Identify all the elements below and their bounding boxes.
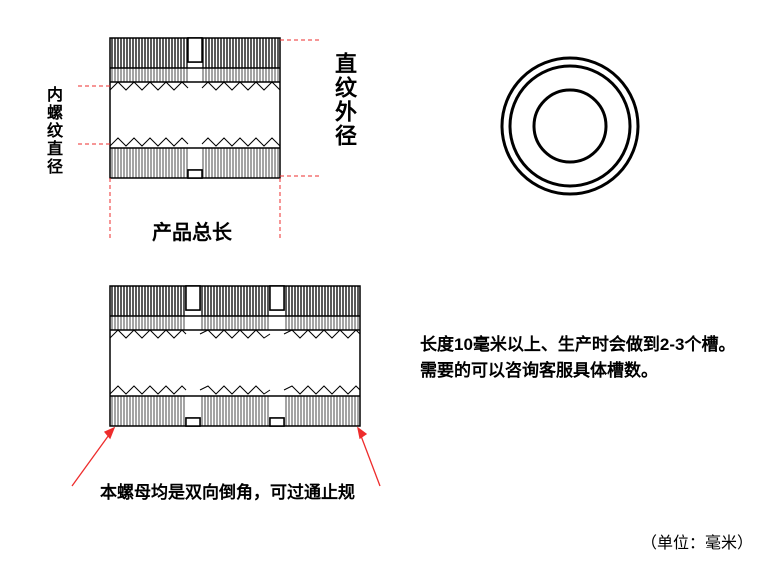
groove-note: 长度10毫米以上、生产时会做到2-3个槽。 需要的可以咨询客服具体槽数。 <box>420 332 735 383</box>
chamfer-note: 本螺母均是双向倒角，可过通止规 <box>100 478 355 503</box>
knurl-outer-diam-label: 直纹外径 <box>328 52 360 148</box>
bottom-nut-drawing <box>70 276 390 496</box>
groove-note-line1: 长度10毫米以上、生产时会做到2-3个槽。 <box>420 332 735 358</box>
diagram-stage: 内螺纹直径 直纹外径 产品总长 <box>0 0 781 571</box>
ring-drawing <box>480 40 660 220</box>
inner-thread-diam-label: 内螺纹直径 <box>40 86 64 176</box>
total-length-label: 产品总长 <box>152 216 232 245</box>
groove-note-line2: 需要的可以咨询客服具体槽数。 <box>420 358 735 384</box>
unit-note: （单位：毫米） <box>641 529 753 553</box>
